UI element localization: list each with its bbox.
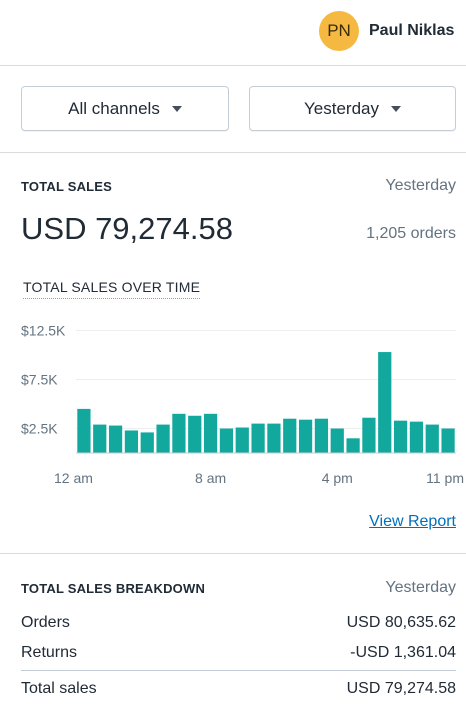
period-select-label: Yesterday (304, 98, 379, 118)
chart-bar[interactable] (378, 352, 392, 453)
caret-down-icon (171, 105, 182, 112)
sales-over-time-chart: $2.5K $7.5K $12.5K 12 am 8 am 4 pm 11 pm (21, 323, 464, 487)
chart-bar[interactable] (156, 424, 170, 453)
chart-bar[interactable] (93, 424, 107, 453)
channel-select[interactable]: All channels (21, 86, 229, 131)
x-tick-label: 8 am (195, 470, 226, 486)
breakdown-row-total: Total sales USD 79,274.58 (21, 680, 456, 698)
breakdown-divider (21, 670, 456, 671)
breakdown-row-orders: Orders USD 80,635.62 (21, 614, 456, 632)
caret-down-icon (390, 105, 401, 112)
breakdown-total-value: USD 79,274.58 (346, 680, 456, 697)
chart-bar[interactable] (314, 418, 329, 453)
chart-bar[interactable] (393, 420, 408, 453)
breakdown-row-returns: Returns -USD 1,361.04 (21, 644, 456, 662)
period-select[interactable]: Yesterday (249, 86, 456, 131)
breakdown-row-value: USD 80,635.62 (346, 614, 456, 631)
chart-bar[interactable] (251, 423, 265, 453)
breakdown-period: Yesterday (385, 579, 456, 596)
y-tick-label: $7.5K (21, 372, 58, 388)
sales-over-time-label[interactable]: TOTAL SALES OVER TIME (23, 279, 201, 299)
total-sales-label: TOTAL SALES (21, 179, 113, 194)
chart-bar[interactable] (441, 428, 455, 454)
y-tick-label: $12.5K (21, 323, 66, 339)
breakdown-row-label: Returns (21, 644, 78, 661)
total-sales-period: Yesterday (385, 177, 456, 194)
breakdown-label: TOTAL SALES BREAKDOWN (21, 581, 206, 596)
chart-bar[interactable] (172, 413, 186, 453)
chart-bar[interactable] (330, 428, 344, 454)
channel-select-label: All channels (68, 98, 160, 118)
chart-bar[interactable] (267, 423, 281, 453)
total-sales-orders: 1,205 orders (366, 225, 456, 242)
chart-bar[interactable] (188, 415, 202, 453)
y-tick-label: $2.5K (21, 421, 58, 437)
total-sales-amount: USD 79,274.58 (21, 211, 233, 246)
chart-bar[interactable] (203, 413, 218, 453)
top-bar: PN Paul Niklas (0, 0, 466, 66)
chart-bar[interactable] (283, 418, 297, 453)
filter-bar: All channels Yesterday (0, 67, 466, 153)
breakdown-total-label: Total sales (21, 680, 97, 697)
avatar[interactable]: PN (319, 11, 359, 51)
chart-bar[interactable] (108, 425, 123, 453)
chart-bar[interactable] (77, 408, 91, 453)
sales-breakdown-card: TOTAL SALES BREAKDOWN Yesterday Orders U… (0, 555, 466, 716)
chart-bar[interactable] (409, 421, 424, 453)
chart-bar[interactable] (140, 432, 154, 453)
total-sales-card: TOTAL SALES Yesterday USD 79,274.58 1,20… (0, 154, 466, 554)
chart-bar[interactable] (425, 424, 439, 453)
chart-bar[interactable] (346, 438, 360, 453)
x-tick-label: 11 pm (426, 470, 464, 486)
chart-bar[interactable] (124, 430, 139, 453)
user-name[interactable]: Paul Niklas (369, 22, 455, 39)
chart-bar[interactable] (219, 428, 234, 454)
view-report-link[interactable]: View Report (369, 513, 456, 530)
x-tick-label: 12 am (54, 470, 93, 486)
breakdown-row-value: -USD 1,361.04 (350, 644, 456, 661)
chart-bar[interactable] (235, 427, 249, 453)
chart-bar[interactable] (298, 419, 313, 453)
x-tick-label: 4 pm (322, 470, 353, 486)
breakdown-row-label: Orders (21, 614, 70, 631)
chart-bar[interactable] (362, 417, 376, 453)
